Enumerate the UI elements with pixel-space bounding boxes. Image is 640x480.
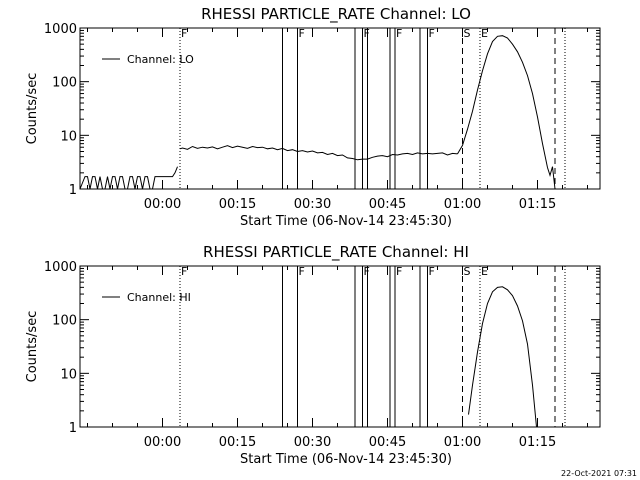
y-axis-label: Counts/sec bbox=[25, 73, 40, 145]
y-tick-label: 1000 bbox=[44, 260, 77, 275]
flag-label: F bbox=[299, 27, 305, 40]
x-tick-label: 00:15 bbox=[219, 435, 256, 450]
flag-label: F bbox=[181, 265, 187, 278]
x-tick-label: 01:15 bbox=[519, 197, 556, 212]
chart-title: RHESSI PARTICLE_RATE Channel: HI bbox=[203, 243, 469, 262]
flag-label: F bbox=[429, 27, 435, 40]
x-tick-label: 00:45 bbox=[369, 435, 406, 450]
legend-entry: Channel: LO bbox=[127, 53, 194, 66]
series-line bbox=[179, 145, 458, 161]
flag-label: F bbox=[429, 265, 435, 278]
flag-label: S bbox=[464, 265, 471, 278]
plot-frame bbox=[79, 265, 601, 428]
series-line bbox=[79, 166, 178, 190]
flag-label: F bbox=[299, 265, 305, 278]
y-tick-label: 10 bbox=[60, 129, 77, 144]
chart-title: RHESSI PARTICLE_RATE Channel: LO bbox=[201, 5, 471, 24]
x-tick-label: 00:15 bbox=[219, 197, 256, 212]
plot-frame bbox=[79, 27, 601, 190]
series-line bbox=[468, 286, 537, 428]
lo-channel-panel: RHESSI PARTICLE_RATE Channel: LO F F F F F S E 1… bbox=[25, 5, 601, 229]
x-tick-label: 00:45 bbox=[369, 197, 406, 212]
flag-label: F bbox=[396, 265, 402, 278]
y-axis-label: Counts/sec bbox=[25, 311, 40, 383]
flag-label: F bbox=[364, 265, 370, 278]
y-tick-label: 100 bbox=[52, 314, 77, 329]
y-tick-label: 100 bbox=[52, 76, 77, 91]
x-tick-label: 00:00 bbox=[144, 435, 181, 450]
flag-label: F bbox=[181, 27, 187, 40]
y-tick-label: 1000 bbox=[44, 22, 77, 37]
x-tick-label: 00:30 bbox=[294, 435, 331, 450]
x-axis-label: Start Time (06-Nov-14 23:45:30) bbox=[240, 214, 452, 229]
legend-entry: Channel: HI bbox=[127, 291, 191, 304]
flag-label: E bbox=[481, 265, 488, 278]
y-tick-label: 1 bbox=[69, 421, 77, 436]
flag-label: S bbox=[464, 27, 471, 40]
series-line bbox=[457, 35, 556, 190]
x-tick-label: 00:30 bbox=[294, 197, 331, 212]
x-tick-label: 01:15 bbox=[519, 435, 556, 450]
x-tick-label: 01:00 bbox=[444, 435, 481, 450]
x-tick-label: 00:00 bbox=[144, 197, 181, 212]
flag-label: F bbox=[396, 27, 402, 40]
hi-channel-panel: RHESSI PARTICLE_RATE Channel: HI F F F F F S E 1… bbox=[25, 243, 601, 467]
x-axis-label: Start Time (06-Nov-14 23:45:30) bbox=[240, 452, 452, 467]
flag-label: F bbox=[364, 27, 370, 40]
footer-timestamp: 22-Oct-2021 07:31 bbox=[561, 469, 637, 478]
flag-label: E bbox=[481, 27, 488, 40]
y-tick-label: 1 bbox=[69, 183, 77, 198]
y-tick-label: 10 bbox=[60, 367, 77, 382]
x-tick-label: 01:00 bbox=[444, 197, 481, 212]
